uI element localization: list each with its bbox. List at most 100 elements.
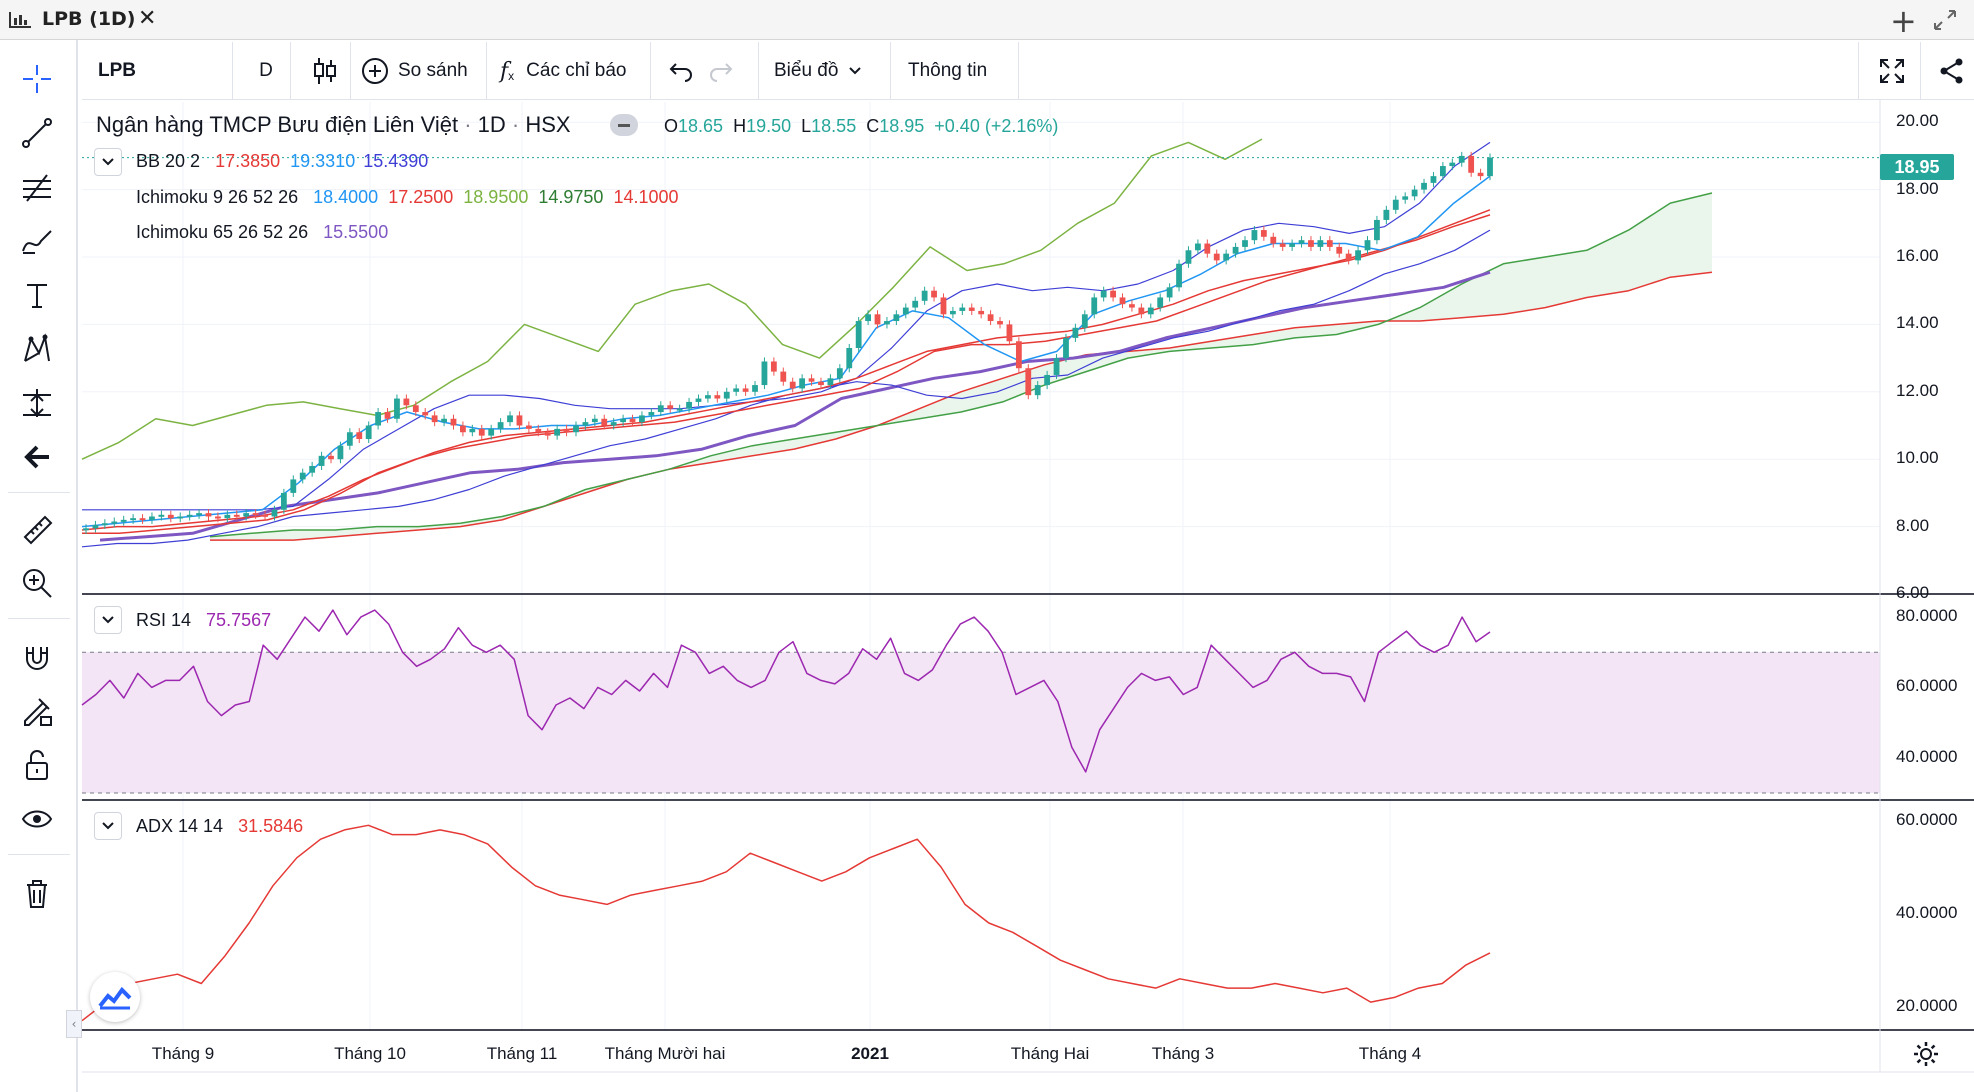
pattern-icon[interactable] <box>14 326 60 372</box>
window-title: LPB (1D) <box>42 8 136 30</box>
open-value: 18.65 <box>678 116 724 136</box>
span-b-line <box>210 271 1713 541</box>
candle <box>1138 303 1145 319</box>
candle <box>1279 239 1286 251</box>
price-axis-tick: 20.00 <box>1896 111 1939 131</box>
collapse-adx-button[interactable] <box>94 812 122 840</box>
candle <box>874 310 881 329</box>
chevron-down-icon <box>102 158 114 166</box>
candle <box>949 306 956 319</box>
settings-gear-icon[interactable] <box>1912 1040 1940 1068</box>
candle <box>752 381 758 396</box>
candle <box>337 441 344 464</box>
trash-icon[interactable] <box>14 870 60 916</box>
fib-icon[interactable] <box>14 164 60 210</box>
indicators-label: Các chỉ báo <box>526 60 627 81</box>
candle <box>855 316 862 353</box>
adx-line <box>81 824 1491 1022</box>
candle <box>271 505 278 521</box>
candle-type-button[interactable] <box>300 42 350 100</box>
candle <box>158 510 165 521</box>
crosshair-icon[interactable] <box>14 56 60 102</box>
candle <box>1392 195 1399 214</box>
candle <box>1166 283 1173 302</box>
share-icon[interactable] <box>1932 42 1972 100</box>
back-arrow-icon[interactable] <box>14 434 60 480</box>
candle <box>1213 249 1220 265</box>
chevron-down-icon <box>102 822 114 830</box>
candle <box>705 391 711 403</box>
adx-axis-tick: 20.0000 <box>1896 995 1958 1015</box>
prediction-icon[interactable] <box>14 380 60 426</box>
candle <box>1317 236 1324 251</box>
info-button[interactable]: Thông tin <box>908 42 1018 100</box>
candle <box>525 421 532 433</box>
ruler-icon[interactable] <box>14 506 60 552</box>
lock-drawing-icon[interactable] <box>14 688 60 734</box>
redo-icon[interactable] <box>708 42 738 100</box>
candle <box>346 428 353 450</box>
candle <box>252 509 259 519</box>
candle <box>770 357 777 376</box>
candle <box>488 424 495 440</box>
close-icon[interactable]: ✕ <box>138 6 157 31</box>
trend-line-icon[interactable] <box>14 110 60 156</box>
add-tab-icon[interactable]: + <box>1890 2 1917 40</box>
candle <box>460 421 466 437</box>
text-icon[interactable] <box>14 272 60 318</box>
candle <box>563 424 570 437</box>
candle <box>676 404 683 413</box>
interval-button[interactable]: D <box>232 42 300 100</box>
tradingview-logo-icon[interactable] <box>90 972 140 1022</box>
candle <box>1025 364 1032 400</box>
candle <box>290 475 297 497</box>
zoom-icon[interactable] <box>14 560 60 606</box>
candle <box>733 384 740 396</box>
symbol-search[interactable]: LPB <box>98 42 248 100</box>
chart-type-dropdown[interactable]: Biểu đồ <box>774 42 884 100</box>
candle <box>1326 236 1333 251</box>
fullscreen-icon[interactable] <box>1872 42 1912 100</box>
hide-legend-button[interactable] <box>610 114 638 136</box>
magnet-icon[interactable] <box>14 634 60 680</box>
span-a-line <box>209 192 1713 538</box>
collapse-rsi-button[interactable] <box>94 606 122 634</box>
candle <box>130 514 137 524</box>
price-axis-tick: 8.00 <box>1896 515 1930 535</box>
fx-icon: f <box>500 58 509 84</box>
candle <box>497 418 504 433</box>
candle <box>205 509 212 521</box>
candle <box>1298 236 1305 248</box>
compare-button[interactable]: So sánh <box>360 42 480 100</box>
candle <box>1100 286 1107 302</box>
candle <box>1411 185 1418 201</box>
candle <box>742 384 749 396</box>
eye-icon[interactable] <box>14 796 60 842</box>
candle <box>299 468 306 484</box>
candle <box>610 418 617 430</box>
price-axis-tick: 18.00 <box>1896 178 1939 198</box>
collapse-indicators-button[interactable] <box>94 148 122 176</box>
expand-window-icon[interactable] <box>1932 8 1958 32</box>
symbol-exchange: HSX <box>525 112 571 137</box>
chart-icon <box>9 12 31 28</box>
window-titlebar: LPB (1D) ✕ + <box>0 0 1974 40</box>
brush-icon[interactable] <box>14 218 60 264</box>
candle <box>224 510 231 523</box>
candle <box>968 303 975 315</box>
candle <box>1430 172 1437 187</box>
candle <box>799 374 806 393</box>
info-label: Thông tin <box>908 60 988 81</box>
candle <box>403 394 410 410</box>
candle <box>1063 333 1069 363</box>
scroll-left-icon[interactable]: ‹ <box>66 1010 82 1038</box>
undo-icon[interactable] <box>668 42 698 100</box>
symbol-name: Ngân hàng TMCP Bưu điện Liên Việt <box>96 112 459 137</box>
candle <box>1157 293 1164 312</box>
candle <box>601 414 608 430</box>
unlock-icon[interactable] <box>14 742 60 788</box>
candle <box>1044 370 1051 390</box>
candle <box>1232 242 1239 258</box>
